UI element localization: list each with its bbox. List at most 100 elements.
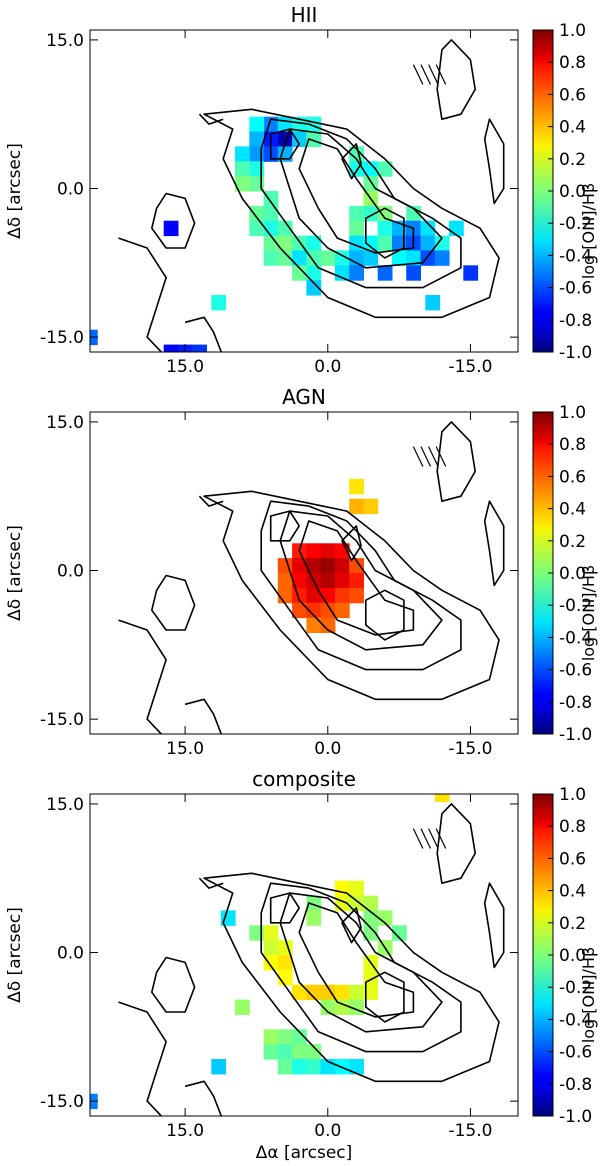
colorbar-tick-label: 1.0 bbox=[559, 21, 586, 41]
map-pixel bbox=[235, 999, 250, 1015]
map-pixel bbox=[263, 205, 279, 222]
colorbar-tick-label: -0.6 bbox=[559, 661, 592, 681]
map-pixel bbox=[277, 1059, 293, 1075]
map-pixel bbox=[449, 220, 464, 237]
contour-line bbox=[436, 39, 476, 120]
map-pixel bbox=[349, 587, 364, 604]
y-tick-label: 0.0 bbox=[57, 180, 84, 200]
contour-line bbox=[428, 64, 439, 85]
map-pixel bbox=[292, 1044, 307, 1060]
map-pixel bbox=[277, 1029, 293, 1045]
contour-line bbox=[269, 892, 300, 924]
contour-line bbox=[151, 956, 196, 1013]
map-pixel bbox=[420, 220, 436, 237]
contour-line bbox=[365, 589, 405, 641]
y-tick-label: 15.0 bbox=[46, 413, 84, 433]
map-pixel bbox=[306, 235, 322, 251]
map-pixel bbox=[292, 265, 307, 281]
map-pixel bbox=[306, 895, 322, 911]
contour-line bbox=[298, 902, 415, 1018]
colorbar-tick-label: -1.0 bbox=[559, 1107, 592, 1127]
colorbar-tick-label: 1.0 bbox=[559, 785, 586, 805]
map-pixel bbox=[249, 205, 265, 222]
map-pixel bbox=[406, 250, 421, 266]
map-pixel bbox=[249, 131, 265, 147]
y-tick-label: 15.0 bbox=[46, 795, 84, 815]
contour-line bbox=[118, 1001, 167, 1116]
map-pixel bbox=[334, 558, 350, 574]
colorbar-tick-label: 0.2 bbox=[559, 914, 586, 934]
map-pixel bbox=[277, 220, 293, 237]
panel-title: AGN bbox=[282, 385, 326, 409]
y-tick-label: -15.0 bbox=[40, 1092, 84, 1112]
map-pixel bbox=[363, 250, 379, 266]
contour-line bbox=[151, 574, 196, 631]
map-pixel bbox=[392, 925, 407, 941]
colorbar-tick-label: -1.0 bbox=[559, 725, 592, 745]
contour-line bbox=[279, 510, 443, 651]
contour-line bbox=[260, 882, 462, 1053]
map-pixel bbox=[306, 250, 322, 266]
map-pixel bbox=[292, 558, 307, 574]
x-tick-label: -15.0 bbox=[448, 739, 492, 759]
y-tick-label: 0.0 bbox=[57, 562, 84, 582]
contour-line bbox=[420, 64, 432, 85]
contour-line bbox=[198, 113, 224, 125]
map-pixel bbox=[320, 573, 336, 589]
map-pixel bbox=[392, 235, 407, 251]
contour-line bbox=[198, 877, 224, 889]
x-tick-label: -15.0 bbox=[448, 1121, 492, 1141]
map-pixel bbox=[306, 984, 322, 1001]
contour-line bbox=[412, 446, 424, 467]
colorbar-tick-label: 0.8 bbox=[559, 817, 586, 837]
y-axis-label: Δδ [arcsec] bbox=[5, 907, 25, 1003]
map-pixel bbox=[263, 1029, 279, 1045]
x-tick-label: 15.0 bbox=[166, 357, 204, 377]
contour-line bbox=[420, 446, 432, 467]
map-pixel bbox=[392, 250, 407, 266]
colorbar-tick-label: -0.8 bbox=[559, 311, 592, 331]
contour-line bbox=[184, 698, 223, 734]
map-pixel bbox=[249, 220, 265, 237]
contour-line bbox=[483, 882, 505, 969]
contour-line bbox=[260, 118, 462, 289]
map-pixel bbox=[334, 984, 350, 1001]
map-pixel bbox=[463, 265, 479, 281]
colorbar-tick-label: 0.4 bbox=[559, 882, 586, 902]
map-pixel bbox=[263, 940, 279, 956]
map-pixel bbox=[292, 250, 307, 266]
map-pixel bbox=[320, 587, 336, 604]
contour-line bbox=[341, 143, 362, 180]
map-pixel bbox=[292, 573, 307, 589]
contour-line bbox=[412, 64, 424, 85]
contour-line bbox=[279, 892, 443, 1033]
map-pixel bbox=[320, 984, 336, 1001]
map-pixel bbox=[349, 220, 364, 237]
x-axis-label: Δα [arcsec] bbox=[256, 1143, 353, 1163]
colorbar-label: log [OIII]/Hβ bbox=[579, 565, 598, 661]
map-pixel bbox=[334, 602, 350, 619]
x-tick-label: 15.0 bbox=[166, 739, 204, 759]
map-pixel bbox=[292, 131, 307, 147]
colorbar-tick-label: 0.2 bbox=[559, 532, 586, 552]
contour-line bbox=[483, 500, 505, 587]
plot-frame bbox=[89, 29, 519, 353]
map-pixel bbox=[292, 1029, 307, 1045]
panel-composite: 15.0 0.0 -15.0 15.0 0.0 -15.0 composite Δδ [arc… bbox=[5, 767, 598, 1163]
map-pixel bbox=[334, 573, 350, 589]
map-pixel bbox=[211, 1059, 227, 1075]
map-pixel bbox=[349, 984, 364, 1001]
map-pixel bbox=[220, 910, 236, 926]
colorbar-label: log [OIII]/Hβ bbox=[579, 183, 598, 279]
map-pixel bbox=[263, 955, 279, 971]
colorbar-tick-label: 0.4 bbox=[559, 118, 586, 138]
map-pixel bbox=[349, 265, 364, 281]
map-pixel bbox=[377, 265, 393, 281]
contour-line bbox=[151, 192, 196, 249]
map-pixel bbox=[377, 235, 393, 251]
colorbar-tick-label: 1.0 bbox=[559, 403, 586, 423]
map-pixel bbox=[292, 602, 307, 619]
x-tick-label: 0.0 bbox=[314, 357, 341, 377]
contour-line bbox=[298, 520, 415, 636]
map-pixel bbox=[163, 220, 179, 237]
